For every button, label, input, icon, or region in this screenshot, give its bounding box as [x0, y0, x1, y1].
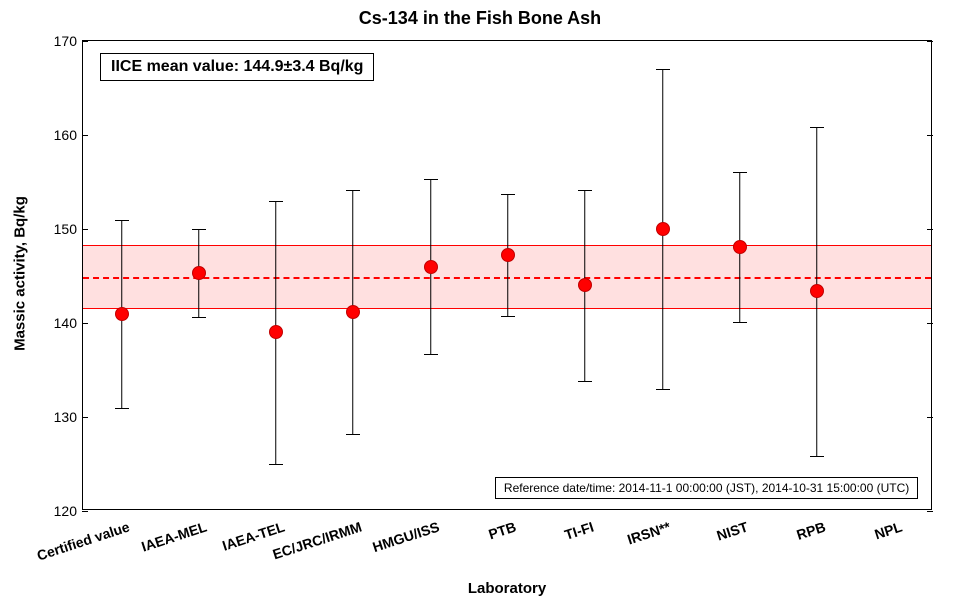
- error-cap: [424, 179, 438, 180]
- y-tick-mark: [927, 135, 933, 136]
- x-tick-label: IRSN**: [622, 509, 672, 547]
- x-tick-label: EC/JRC/IRMM: [267, 509, 363, 562]
- y-tick-mark: [82, 323, 88, 324]
- y-tick-mark: [927, 417, 933, 418]
- y-tick-label: 130: [54, 409, 83, 425]
- error-cap: [501, 316, 515, 317]
- y-tick-label: 140: [54, 315, 83, 331]
- y-tick-mark: [82, 417, 88, 418]
- y-tick-label: 170: [54, 33, 83, 49]
- error-cap: [810, 127, 824, 128]
- y-tick-mark: [82, 135, 88, 136]
- y-tick-mark: [927, 229, 933, 230]
- error-cap: [192, 317, 206, 318]
- error-cap: [501, 194, 515, 195]
- error-cap: [656, 69, 670, 70]
- chart-title: Cs-134 in the Fish Bone Ash: [0, 8, 960, 29]
- error-cap: [733, 172, 747, 173]
- error-cap: [578, 190, 592, 191]
- y-tick-label: 160: [54, 127, 83, 143]
- x-tick-label: TI-FI: [559, 509, 595, 543]
- data-point: [115, 307, 129, 321]
- y-tick-mark: [927, 323, 933, 324]
- x-tick-label: RPB: [791, 509, 827, 543]
- error-cap: [269, 201, 283, 202]
- y-axis-label: Massic activity, Bq/kg: [12, 174, 29, 374]
- x-tick-label: HMGU/ISS: [367, 509, 441, 555]
- x-tick-label: NIST: [711, 509, 749, 544]
- data-point: [501, 248, 515, 262]
- data-point: [424, 260, 438, 274]
- error-cap: [192, 229, 206, 230]
- x-tick-label: PTB: [483, 509, 518, 542]
- chart-container: Cs-134 in the Fish Bone Ash 120130140150…: [0, 0, 960, 610]
- mean-value-box: IICE mean value: 144.9±3.4 Bq/kg: [100, 53, 374, 81]
- error-cap: [269, 464, 283, 465]
- data-point: [656, 222, 670, 236]
- data-point: [269, 325, 283, 339]
- error-cap: [346, 190, 360, 191]
- error-cap: [115, 408, 129, 409]
- y-tick-label: 150: [54, 221, 83, 237]
- x-tick-label: NPL: [870, 509, 905, 542]
- y-tick-mark: [927, 511, 933, 512]
- data-point: [578, 278, 592, 292]
- data-point: [810, 284, 824, 298]
- error-cap: [115, 220, 129, 221]
- y-tick-mark: [82, 41, 88, 42]
- error-cap: [578, 381, 592, 382]
- data-point: [346, 305, 360, 319]
- y-tick-mark: [82, 229, 88, 230]
- x-tick-label: IAEA-MEL: [137, 509, 209, 555]
- x-axis-label: Laboratory: [82, 580, 932, 597]
- error-cap: [656, 389, 670, 390]
- error-cap: [810, 456, 824, 457]
- plot-area: 120130140150160170Certified valueIAEA-ME…: [82, 40, 932, 510]
- data-point: [733, 240, 747, 254]
- error-cap: [346, 434, 360, 435]
- error-cap: [424, 354, 438, 355]
- error-cap: [733, 322, 747, 323]
- y-tick-mark: [927, 41, 933, 42]
- y-tick-mark: [82, 511, 88, 512]
- data-point: [192, 266, 206, 280]
- y-tick-label: 120: [54, 503, 83, 519]
- reference-date-box: Reference date/time: 2014-11-1 00:00:00 …: [495, 477, 918, 499]
